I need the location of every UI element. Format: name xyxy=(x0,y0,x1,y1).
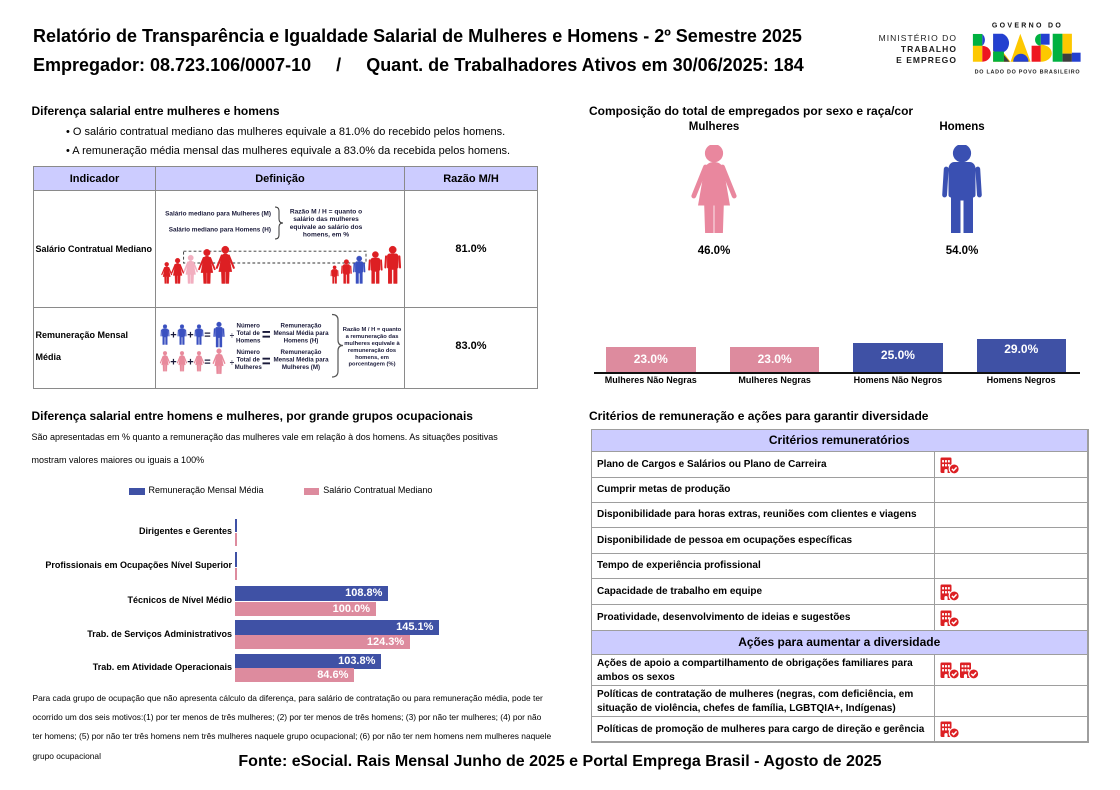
svg-text:Salário mediano para Homens (H: Salário mediano para Homens (H) xyxy=(169,226,271,233)
svg-text:homens, em %: homens, em % xyxy=(303,232,349,239)
svg-text:GOVERNO DO: GOVERNO DO xyxy=(992,22,1063,29)
svg-text:=: = xyxy=(204,356,210,368)
svg-text:Número: Número xyxy=(237,349,261,356)
svg-text:porcentagem (%): porcentagem (%) xyxy=(348,362,395,368)
svg-text:remuneração dos: remuneração dos xyxy=(348,348,396,354)
svg-text:Total de: Total de xyxy=(237,330,261,337)
svg-text:DO LADO DO POVO BRASILEIRO: DO LADO DO POVO BRASILEIRO xyxy=(975,70,1081,76)
svg-text:=: = xyxy=(204,330,210,342)
svg-text:Mensal Média para: Mensal Média para xyxy=(273,330,329,337)
svg-text:+: + xyxy=(187,330,193,342)
svg-text:Remuneração: Remuneração xyxy=(281,323,322,330)
svg-text:Mulheres: Mulheres xyxy=(235,364,263,371)
svg-text:homens, em: homens, em xyxy=(355,355,389,361)
svg-text:equivale ao salário dos: equivale ao salário dos xyxy=(290,224,363,231)
svg-text:Razão M / H = quanto o: Razão M / H = quanto o xyxy=(290,208,362,215)
svg-text:mulheres equivale à: mulheres equivale à xyxy=(344,341,400,347)
svg-text:Homens (H): Homens (H) xyxy=(284,338,319,345)
svg-text:+: + xyxy=(170,330,176,342)
svg-text:÷: ÷ xyxy=(230,358,235,367)
svg-text:Mensal Média para: Mensal Média para xyxy=(273,357,329,364)
svg-text:Total de: Total de xyxy=(237,357,261,364)
svg-text:Homens: Homens xyxy=(236,338,261,345)
svg-text:Número: Número xyxy=(237,323,261,330)
svg-text:+: + xyxy=(170,356,176,368)
svg-text:Salário mediano para Mulheres: Salário mediano para Mulheres (M) xyxy=(165,211,271,218)
svg-text:Mulheres (M): Mulheres (M) xyxy=(282,364,320,371)
svg-text:÷: ÷ xyxy=(230,331,235,340)
svg-text:Remuneração: Remuneração xyxy=(281,349,322,356)
svg-text:salário das mulheres: salário das mulheres xyxy=(293,216,359,223)
svg-text:a remuneração das: a remuneração das xyxy=(346,334,399,340)
svg-text:Razão M / H = quanto: Razão M / H = quanto xyxy=(343,327,402,333)
svg-text:+: + xyxy=(187,356,193,368)
